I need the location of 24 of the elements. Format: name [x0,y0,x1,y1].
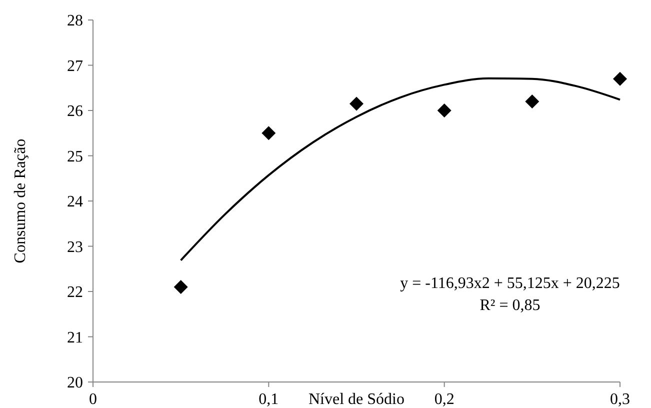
line-series [180,77,621,262]
point [437,104,452,118]
y-tick-label: 22 [67,284,83,302]
annotation: R² = 0,85 [480,297,540,314]
y-tick-label: 25 [67,148,83,166]
point [613,72,627,86]
y-tick-label: 21 [67,329,83,346]
x-axis-title: Nível de Sódio [308,391,404,408]
point [262,126,276,140]
y-tick-label: 23 [67,238,83,256]
x-tick-label: 0,1 [258,391,279,408]
y-axis-title: Consumo de Ração [12,138,29,264]
x-tick-label: 0,3 [610,391,630,408]
point [174,280,188,294]
y-tick-label: 27 [67,58,83,75]
point [350,96,364,111]
y-tick-label: 24 [67,194,83,211]
point [525,94,540,108]
y-tick-label: 26 [67,103,83,120]
x-tick-label: 0,2 [434,391,454,408]
y-tick-label: 28 [67,12,83,30]
x-tick-label: 0 [89,391,97,408]
annotation: y = -116,93x2 + 55,125x + 20,225 [400,275,620,292]
y-tick-label: 20 [67,374,83,392]
